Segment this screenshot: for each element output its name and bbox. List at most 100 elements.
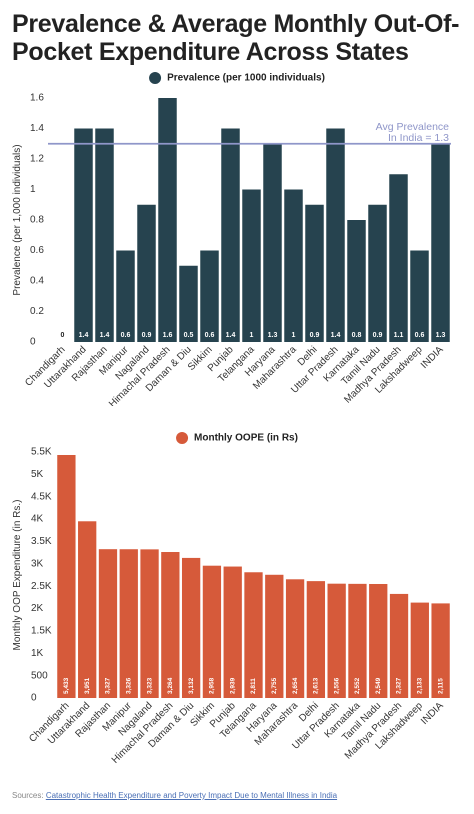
bar-value-label: 0.9: [142, 332, 152, 339]
bar: [116, 250, 135, 342]
bar-value-label: 1.1: [394, 332, 404, 339]
bar: [202, 565, 222, 698]
bar: [95, 128, 114, 342]
bar: [431, 603, 450, 698]
y-tick-label: 4.5K: [31, 491, 52, 502]
bar: [369, 583, 388, 698]
bar: [119, 549, 138, 698]
bar-value-label: 1.4: [79, 332, 89, 339]
bar-value-label: 3,327: [105, 677, 112, 694]
y-axis-title: Prevalence (per 1,000 individuals): [12, 144, 23, 295]
bar: [305, 204, 324, 342]
bar-value-label: 0.6: [121, 332, 131, 339]
bar: [389, 593, 409, 698]
y-tick-label: 1.4: [30, 123, 44, 134]
bar-value-label: 0.9: [373, 332, 383, 339]
bar-value-label: 2,133: [417, 677, 424, 694]
bar: [78, 521, 97, 698]
y-tick-label: 0: [30, 337, 36, 348]
bar-value-label: 3,132: [188, 677, 195, 694]
bar-value-label: 5,433: [63, 677, 70, 694]
bar-value-label: 1.6: [163, 332, 173, 339]
y-tick-label: 3.5K: [31, 536, 52, 547]
page-title: Prevalence & Average Monthly Out-Of-Pock…: [12, 10, 460, 66]
bar: [368, 204, 387, 342]
bar: [200, 250, 219, 342]
bar-value-label: 1.4: [331, 332, 341, 339]
y-tick-label: 0.6: [30, 245, 44, 256]
x-category-label: INDIA: [419, 700, 446, 727]
legend-label: Prevalence (per 1000 individuals): [167, 73, 325, 84]
bar-value-label: 2,552: [354, 677, 361, 694]
bar-value-label: 0.6: [415, 332, 425, 339]
avg-reference-label: In India = 1.3: [388, 132, 449, 144]
bar-value-label: 2,549: [375, 677, 382, 694]
bar-value-label: 1: [292, 332, 296, 339]
bar: [327, 583, 346, 698]
bar-value-label: 2,115: [437, 678, 444, 694]
avg-reference-label: Avg Prevalence: [376, 121, 450, 133]
bar-value-label: 2,755: [271, 677, 278, 694]
bar: [431, 143, 450, 342]
bar: [263, 143, 282, 342]
y-tick-label: 5.5K: [31, 447, 52, 458]
bar: [181, 557, 201, 698]
bar: [284, 189, 303, 342]
source-label: Sources:: [12, 791, 44, 800]
bar-value-label: 2,327: [396, 677, 403, 694]
bar-value-label: 1: [250, 332, 254, 339]
bar: [179, 265, 198, 342]
source-link[interactable]: Catastrophic Health Expenditure and Pove…: [45, 791, 338, 800]
bar: [326, 128, 345, 342]
legend-label: Monthly OOPE (in Rs): [194, 433, 298, 444]
bar-value-label: 1.3: [268, 332, 278, 339]
bar: [137, 204, 156, 342]
x-category-label: INDIA: [419, 344, 446, 371]
bar-value-label: 0.9: [310, 332, 320, 339]
bar-value-label: 3,264: [167, 677, 174, 694]
bar: [306, 581, 326, 698]
bar: [158, 98, 177, 342]
bar-value-label: 1.4: [226, 332, 236, 339]
bar: [285, 579, 305, 698]
y-tick-label: 1.5K: [31, 626, 52, 637]
bar-value-label: 3,951: [84, 677, 91, 694]
bar-value-label: 0.5: [184, 332, 194, 339]
y-tick-label: 2.5K: [31, 581, 52, 592]
bar: [348, 583, 367, 698]
legend-swatch: [176, 432, 189, 444]
bar: [410, 602, 429, 698]
legend-swatch: [149, 72, 162, 84]
bar: [161, 552, 180, 698]
bar-value-label: 2,811: [250, 678, 257, 694]
y-tick-label: 0.2: [30, 306, 44, 317]
bar: [410, 250, 429, 342]
bar: [57, 454, 76, 698]
bar: [242, 189, 261, 342]
bar-value-label: 2,958: [209, 677, 216, 694]
bar-value-label: 2,654: [292, 677, 299, 694]
bar: [244, 572, 263, 698]
bar-value-label: 1.4: [100, 332, 110, 339]
bar-value-label: 0.8: [352, 332, 362, 339]
y-tick-label: 500: [31, 670, 48, 681]
y-tick-label: 1.6: [30, 93, 44, 104]
bar-value-label: 2,939: [229, 677, 236, 694]
bar: [74, 128, 93, 342]
bar: [347, 220, 366, 342]
bar: [389, 174, 408, 342]
y-axis-title: Monthly OOP Expenditure (in Rs.): [12, 500, 23, 651]
bar: [140, 549, 159, 698]
bar-value-label: 0: [61, 332, 65, 339]
y-tick-label: 3K: [31, 558, 44, 569]
y-tick-label: 1: [30, 184, 36, 195]
bar: [223, 566, 242, 698]
y-tick-label: 0.8: [30, 215, 44, 226]
bar: [98, 549, 118, 698]
y-tick-label: 1K: [31, 648, 44, 659]
bar-value-label: 3,326: [125, 677, 132, 694]
y-tick-label: 0: [31, 693, 37, 704]
y-tick-label: 2K: [31, 603, 44, 614]
bar-value-label: 2,613: [313, 677, 320, 694]
bar-value-label: 2,556: [333, 677, 340, 694]
